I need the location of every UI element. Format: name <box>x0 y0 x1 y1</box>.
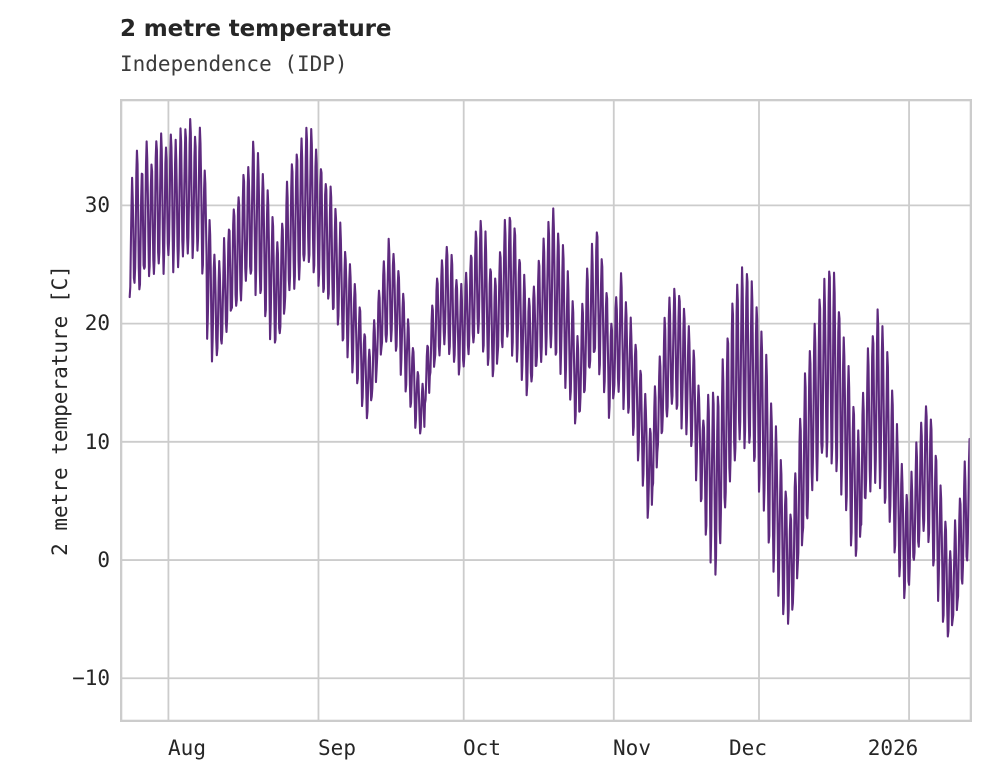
page-title: 2 metre temperature <box>120 16 392 42</box>
y-tick-label: 30 <box>84 193 110 217</box>
y-tick-label: −10 <box>72 666 110 690</box>
y-tick-label: 10 <box>84 430 110 454</box>
temperature-line-chart <box>120 99 972 722</box>
plot-area <box>120 99 972 722</box>
x-tick-label: Sep <box>318 736 356 760</box>
y-axis-tick-labels: 30 20 10 0 −10 <box>0 0 110 782</box>
plot-border <box>120 99 972 722</box>
series-layer <box>128 118 972 638</box>
axes-spines <box>120 99 972 722</box>
y-tick-label: 0 <box>97 548 110 572</box>
y-tick-label: 20 <box>84 311 110 335</box>
temperature-series-line <box>128 118 972 638</box>
x-tick-label: Aug <box>168 736 206 760</box>
x-tick-label: Oct <box>463 736 501 760</box>
x-tick-label: Dec <box>729 736 767 760</box>
x-tick-label: 2026 <box>867 736 919 760</box>
x-tick-label: Nov <box>613 736 651 760</box>
chart-subtitle: Independence (IDP) <box>120 52 348 76</box>
